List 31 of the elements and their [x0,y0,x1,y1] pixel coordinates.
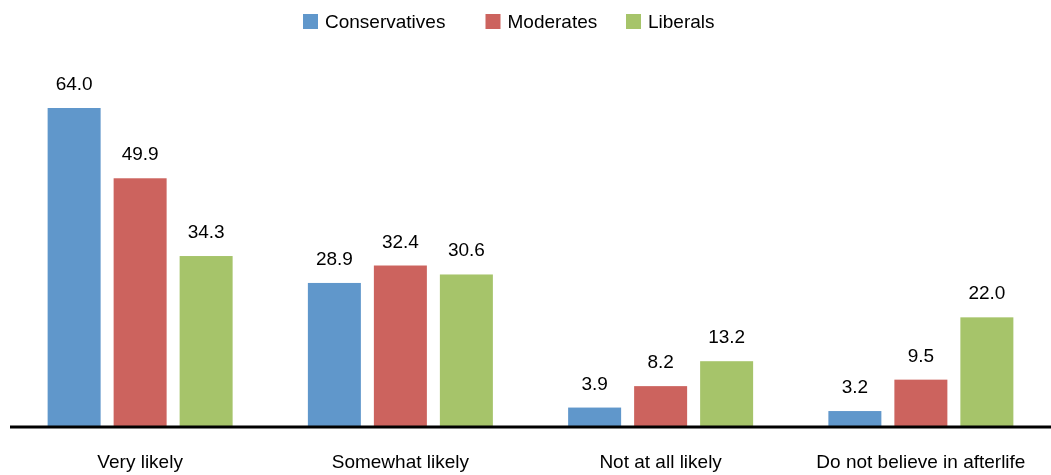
bar [960,317,1014,427]
bar [634,386,688,427]
bar [700,361,754,427]
legend-label: Moderates [507,11,598,32]
data-label: 22.0 [968,282,1006,304]
x-tick-label: Somewhat likely [331,451,470,472]
data-label: 8.2 [647,351,674,373]
bar [828,411,882,427]
data-label: 3.2 [841,376,869,398]
data-label: 28.9 [315,247,353,269]
data-label: 64.0 [55,73,93,94]
data-label: 3.9 [581,372,608,394]
data-label: 13.2 [708,326,746,348]
bar [373,265,427,427]
bar [113,178,167,427]
data-label: 34.3 [187,221,225,243]
bar [568,407,622,427]
data-label: 9.5 [907,344,935,366]
x-tick-label: Do not believe in afterlife [816,451,1026,472]
x-tick-label: Very likely [97,451,184,472]
bar [439,274,493,427]
legend-label: Liberals [648,11,715,32]
bar [47,108,101,427]
data-label: 49.9 [121,143,159,165]
legend-label: Conservatives [325,11,446,32]
bar [307,282,361,427]
bar [894,379,948,427]
x-tick-label: Not at all likely [599,451,723,472]
data-label: 30.6 [447,239,485,261]
bar [179,256,233,427]
data-label: 32.4 [381,230,420,252]
